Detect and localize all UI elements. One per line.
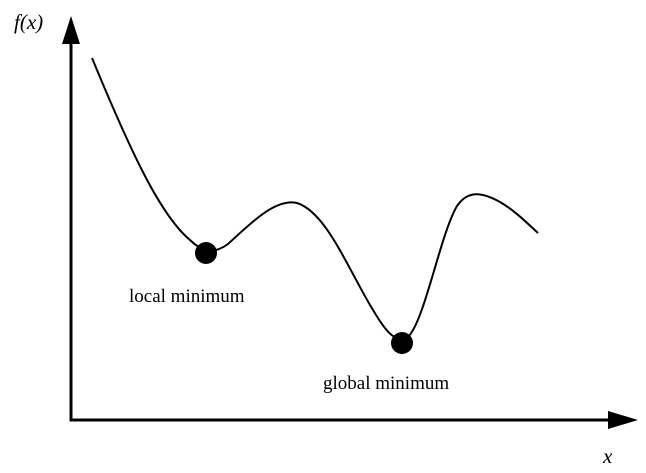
function-curve bbox=[91, 57, 539, 340]
local-minimum-point bbox=[195, 242, 217, 264]
x-axis-arrowhead bbox=[608, 411, 638, 429]
x-axis-label: x bbox=[603, 444, 613, 468]
global-minimum-label: global minimum bbox=[323, 373, 450, 394]
y-axis-label: f(x) bbox=[14, 10, 44, 34]
local-minimum-label: local minimum bbox=[129, 286, 245, 307]
global-minimum-point bbox=[391, 332, 413, 354]
y-axis-arrowhead bbox=[62, 16, 80, 44]
